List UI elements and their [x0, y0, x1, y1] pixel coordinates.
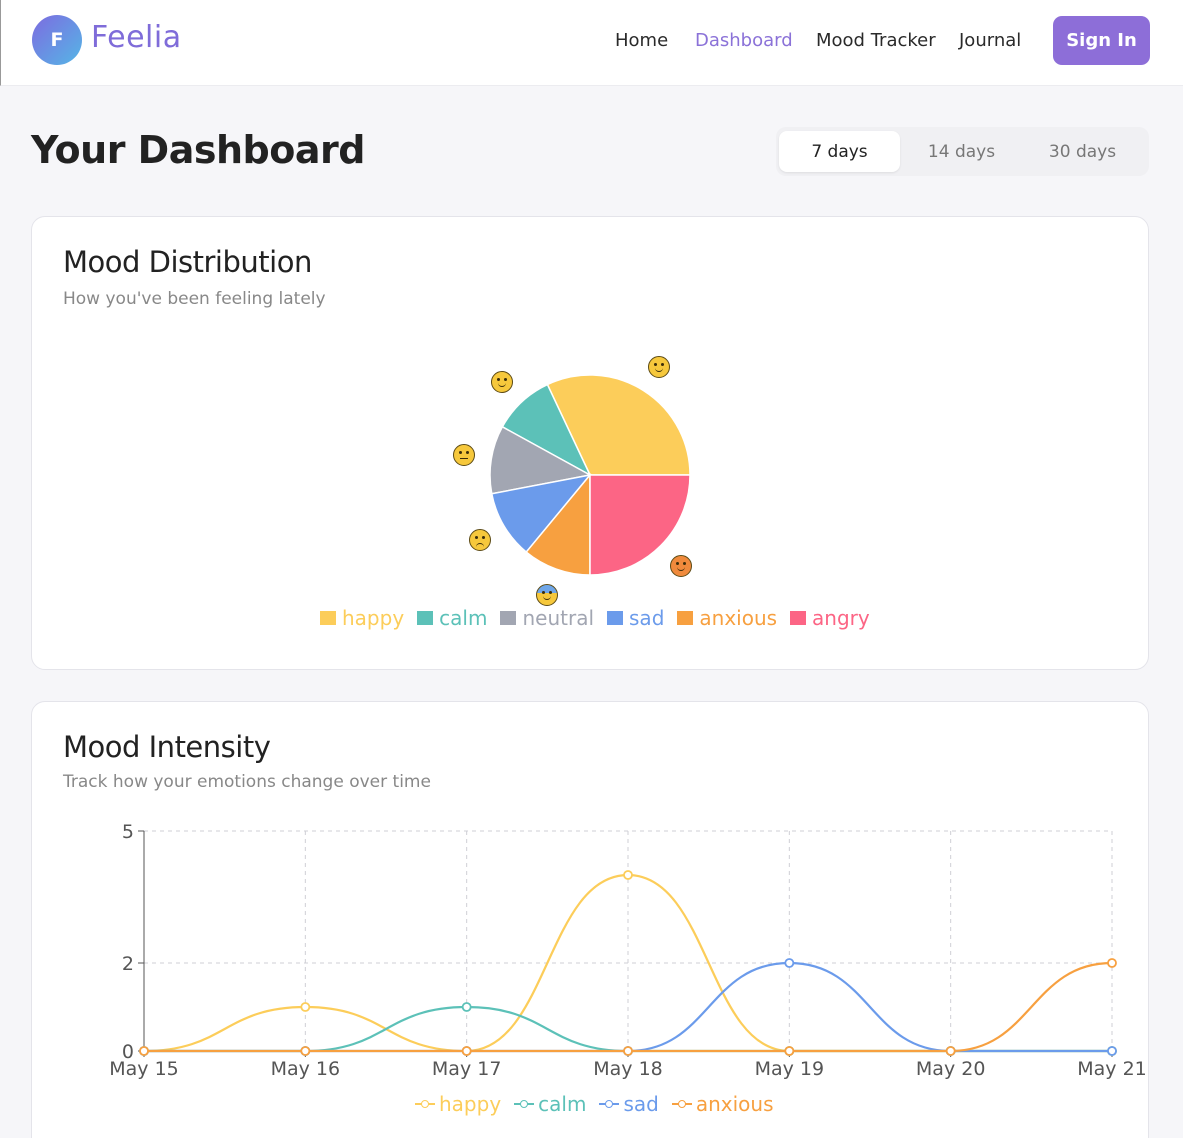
- mood-intensity-card: Mood Intensity Track how your emotions c…: [31, 701, 1149, 1138]
- legend-swatch: [607, 611, 624, 625]
- legend-item-sad[interactable]: sad: [607, 606, 664, 630]
- legend-item-neutral[interactable]: neutral: [500, 606, 594, 630]
- logo-letter: F: [50, 29, 64, 51]
- legend-marker: [415, 1097, 435, 1111]
- x-tick-label: May 15: [109, 1058, 179, 1080]
- mood-distribution-title: Mood Distribution: [63, 245, 312, 279]
- legend-label: anxious: [699, 606, 778, 630]
- sad-face-icon: [468, 529, 491, 552]
- top-navigation-bar: F Feelia Home Dashboard Mood Tracker Jou…: [0, 0, 1183, 86]
- pie-slice-angry[interactable]: [589, 474, 691, 576]
- legend-item-calm[interactable]: calm: [514, 1092, 586, 1116]
- data-point-sad[interactable]: [1107, 1046, 1117, 1056]
- legend-item-happy[interactable]: happy: [320, 606, 404, 630]
- legend-swatch: [790, 611, 807, 625]
- logo-icon[interactable]: F: [32, 15, 82, 65]
- legend-label: sad: [629, 606, 665, 630]
- data-point-happy[interactable]: [623, 870, 633, 880]
- relieved-face-icon: [491, 370, 514, 393]
- range-30-days-button[interactable]: 30 days: [1048, 141, 1117, 162]
- legend-label: happy: [439, 1092, 502, 1116]
- data-point-anxious[interactable]: [1107, 958, 1117, 968]
- legend-marker: [514, 1097, 535, 1111]
- legend-item-anxious[interactable]: anxious: [677, 606, 777, 630]
- pie-slice-anxious[interactable]: [525, 472, 591, 576]
- data-point-anxious[interactable]: [461, 1046, 472, 1056]
- legend-label: sad: [623, 1092, 659, 1116]
- series-line-calm[interactable]: [144, 1005, 1112, 1053]
- legend-item-happy[interactable]: happy: [415, 1092, 501, 1116]
- data-point-calm[interactable]: [461, 1002, 472, 1012]
- range-14-days-button[interactable]: 14 days: [927, 141, 996, 162]
- angry-face-icon: [669, 554, 692, 577]
- y-tick-label: 2: [122, 953, 134, 975]
- data-point-happy[interactable]: [300, 1002, 311, 1012]
- legend-swatch: [677, 611, 694, 625]
- y-tick-label: 0: [122, 1041, 134, 1063]
- legend-label: angry: [812, 606, 870, 630]
- legend-label: happy: [342, 606, 405, 630]
- legend-swatch: [500, 611, 517, 625]
- x-tick-label: May 16: [271, 1058, 341, 1080]
- nav-home[interactable]: Home: [615, 30, 669, 51]
- line-legend: happy calm sad anxious: [415, 1092, 787, 1116]
- range-7-days-button[interactable]: 7 days: [779, 131, 900, 172]
- data-point-anxious[interactable]: [300, 1046, 311, 1056]
- legend-swatch: [417, 611, 434, 625]
- data-point-sad[interactable]: [784, 958, 795, 968]
- legend-marker: [599, 1097, 620, 1111]
- time-range-selector: 7 days 14 days 30 days: [776, 127, 1149, 176]
- sign-in-button[interactable]: Sign In: [1053, 16, 1150, 65]
- smiling-face-icon: [647, 355, 670, 378]
- x-tick-label: May 20: [916, 1058, 986, 1080]
- pie-slice-neutral[interactable]: [489, 425, 593, 495]
- mood-intensity-title: Mood Intensity: [63, 730, 271, 764]
- pie-legend: happy calm neutral sad anxious angry: [320, 606, 883, 630]
- mood-intensity-line-chart: 0 2 5 May 15 May 16 May 17 May 18 May 19 May 20 M…: [109, 821, 1147, 1080]
- legend-item-sad[interactable]: sad: [599, 1092, 659, 1116]
- legend-item-anxious[interactable]: anxious: [671, 1092, 774, 1116]
- x-tick-label: May 17: [432, 1058, 502, 1080]
- pie-slice-sad[interactable]: [490, 473, 592, 554]
- mood-pie-chart: [489, 374, 691, 576]
- legend-item-calm[interactable]: calm: [417, 606, 487, 630]
- x-tick-label: May 19: [755, 1058, 825, 1080]
- legend-marker: [671, 1097, 692, 1111]
- nav-journal[interactable]: Journal: [959, 30, 1022, 51]
- legend-label: calm: [538, 1092, 587, 1116]
- data-point-anxious[interactable]: [139, 1046, 149, 1056]
- data-point-anxious[interactable]: [784, 1046, 795, 1056]
- mood-distribution-subtitle: How you've been feeling lately: [63, 289, 326, 309]
- x-tick-label: May 21: [1077, 1058, 1147, 1080]
- pie-slice-happy[interactable]: [546, 374, 691, 476]
- legend-swatch: [320, 611, 336, 625]
- nav-mood-tracker[interactable]: Mood Tracker: [816, 30, 936, 51]
- nav-dashboard[interactable]: Dashboard: [695, 30, 793, 51]
- anxious-face-icon: [535, 584, 558, 607]
- brand-name[interactable]: Feelia: [91, 20, 182, 55]
- legend-item-angry[interactable]: angry: [790, 606, 870, 630]
- y-tick-label: 5: [122, 821, 134, 843]
- page-title: Your Dashboard: [31, 128, 365, 172]
- mood-intensity-subtitle: Track how your emotions change over time: [63, 772, 431, 792]
- legend-label: calm: [439, 606, 488, 630]
- neutral-face-icon: [452, 443, 475, 466]
- legend-label: neutral: [522, 606, 595, 630]
- data-point-anxious[interactable]: [945, 1046, 956, 1056]
- x-tick-label: May 18: [593, 1058, 663, 1080]
- data-point-anxious[interactable]: [623, 1046, 633, 1056]
- legend-label: anxious: [695, 1092, 774, 1116]
- mood-distribution-card: Mood Distribution How you've been feelin…: [31, 216, 1149, 670]
